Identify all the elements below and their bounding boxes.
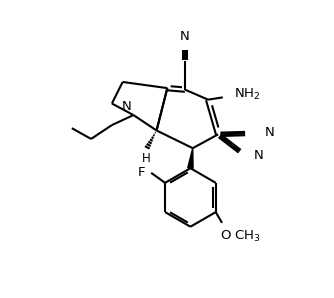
Text: O: O xyxy=(220,229,231,242)
Text: CH$_3$: CH$_3$ xyxy=(234,229,261,244)
Text: N: N xyxy=(121,100,131,113)
Text: F: F xyxy=(138,166,145,179)
Text: NH$_2$: NH$_2$ xyxy=(233,87,260,102)
Text: N: N xyxy=(264,125,274,139)
Text: N: N xyxy=(254,149,263,162)
Polygon shape xyxy=(188,148,193,168)
Text: H: H xyxy=(141,152,150,165)
Text: N: N xyxy=(180,30,190,44)
